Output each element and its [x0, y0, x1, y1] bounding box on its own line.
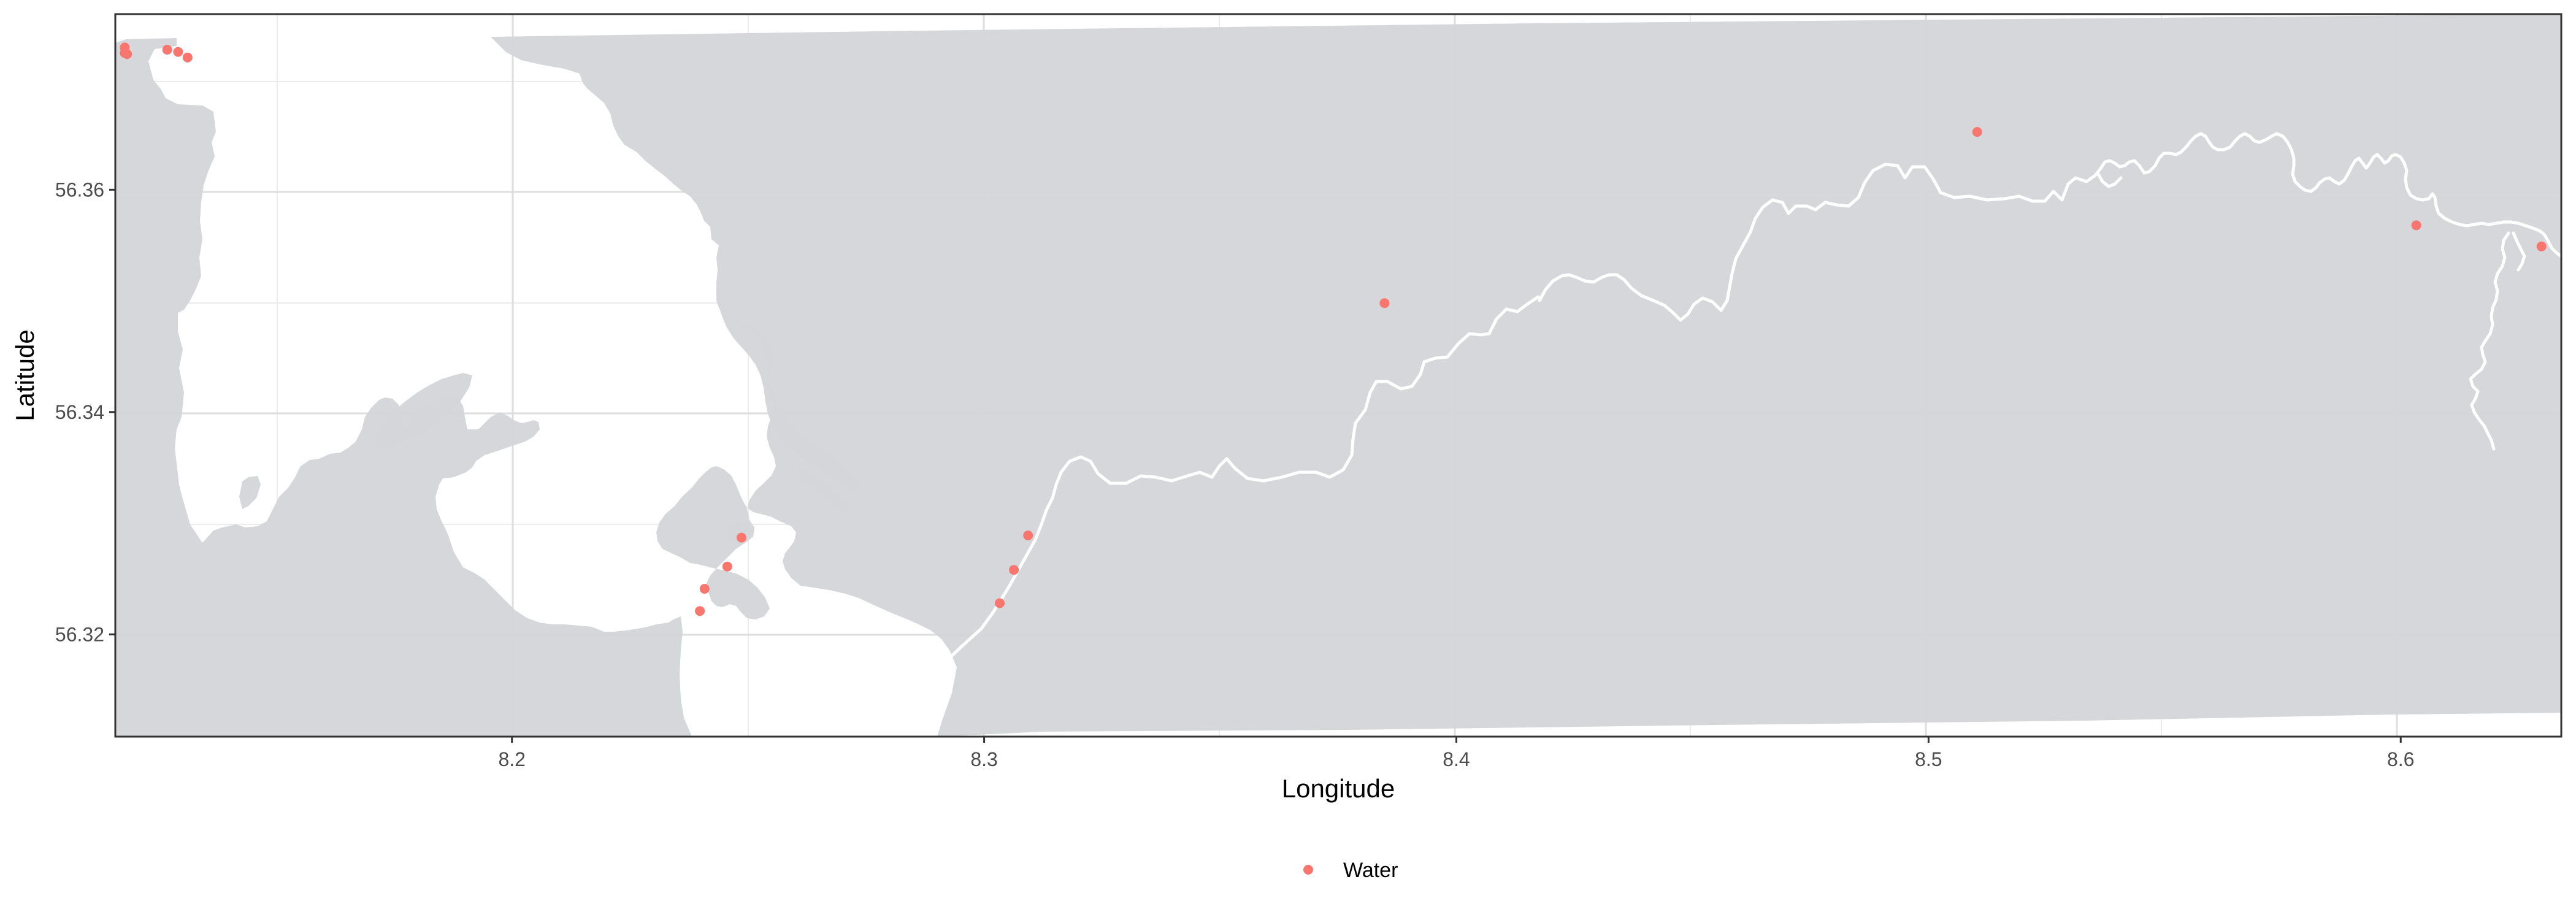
- rivers: [938, 132, 2561, 669]
- western-peninsula: [115, 38, 692, 737]
- water-point-8: [699, 584, 710, 594]
- water-point-7: [695, 606, 705, 616]
- water-point-6: [182, 52, 193, 63]
- x-axis-title: Longitude: [1282, 774, 1395, 803]
- land-areas: [115, 14, 2561, 737]
- main-river-upper: [1538, 163, 2097, 322]
- legend: Water: [1303, 859, 1398, 882]
- x-tick-label: 8.3: [970, 748, 997, 770]
- water-points: [120, 42, 2547, 616]
- x-tick-label: 8.4: [1443, 748, 1470, 770]
- water-point-13: [1023, 531, 1033, 540]
- water-point-9: [722, 561, 732, 572]
- river-upper-east: [2093, 132, 2561, 258]
- water-point-3: [122, 49, 132, 59]
- water-point-17: [2536, 241, 2547, 251]
- harbour-spit: [797, 466, 850, 513]
- y-tick-label: 56.34: [55, 401, 104, 423]
- x-tick-label: 8.2: [498, 748, 525, 770]
- water-point-14: [1379, 298, 1390, 309]
- legend-label-water: Water: [1343, 859, 1398, 882]
- small-islet-west: [239, 476, 261, 509]
- water-point-10: [736, 532, 746, 543]
- x-tick-label: 8.6: [2387, 748, 2414, 770]
- y-axis: 56.32 56.34 56.36: [55, 178, 115, 645]
- water-point-12: [1009, 565, 1019, 575]
- northern-spit: [716, 282, 859, 491]
- panel-border: [114, 13, 2563, 738]
- water-point-15: [1972, 127, 1982, 137]
- river-north-loop: [2096, 171, 2123, 188]
- x-axis: 8.2 8.3 8.4 8.5 8.6: [498, 737, 2414, 770]
- water-point-16: [2411, 220, 2421, 231]
- east-tributary: [2469, 231, 2510, 451]
- y-tick-label: 56.36: [55, 178, 104, 201]
- islet-north-inlet: [373, 373, 472, 449]
- river-lower-section: [938, 295, 1540, 669]
- y-tick-label: 56.32: [55, 623, 104, 645]
- y-axis-title: Latitude: [10, 329, 39, 421]
- east-tributary-branch: [2512, 231, 2526, 272]
- water-point-11: [995, 598, 1005, 608]
- x-tick-label: 8.5: [1915, 748, 1942, 770]
- legend-key-water: [1303, 865, 1313, 875]
- water-point-5: [173, 47, 183, 57]
- water-point-4: [162, 45, 172, 55]
- main-landmass: [491, 14, 2561, 737]
